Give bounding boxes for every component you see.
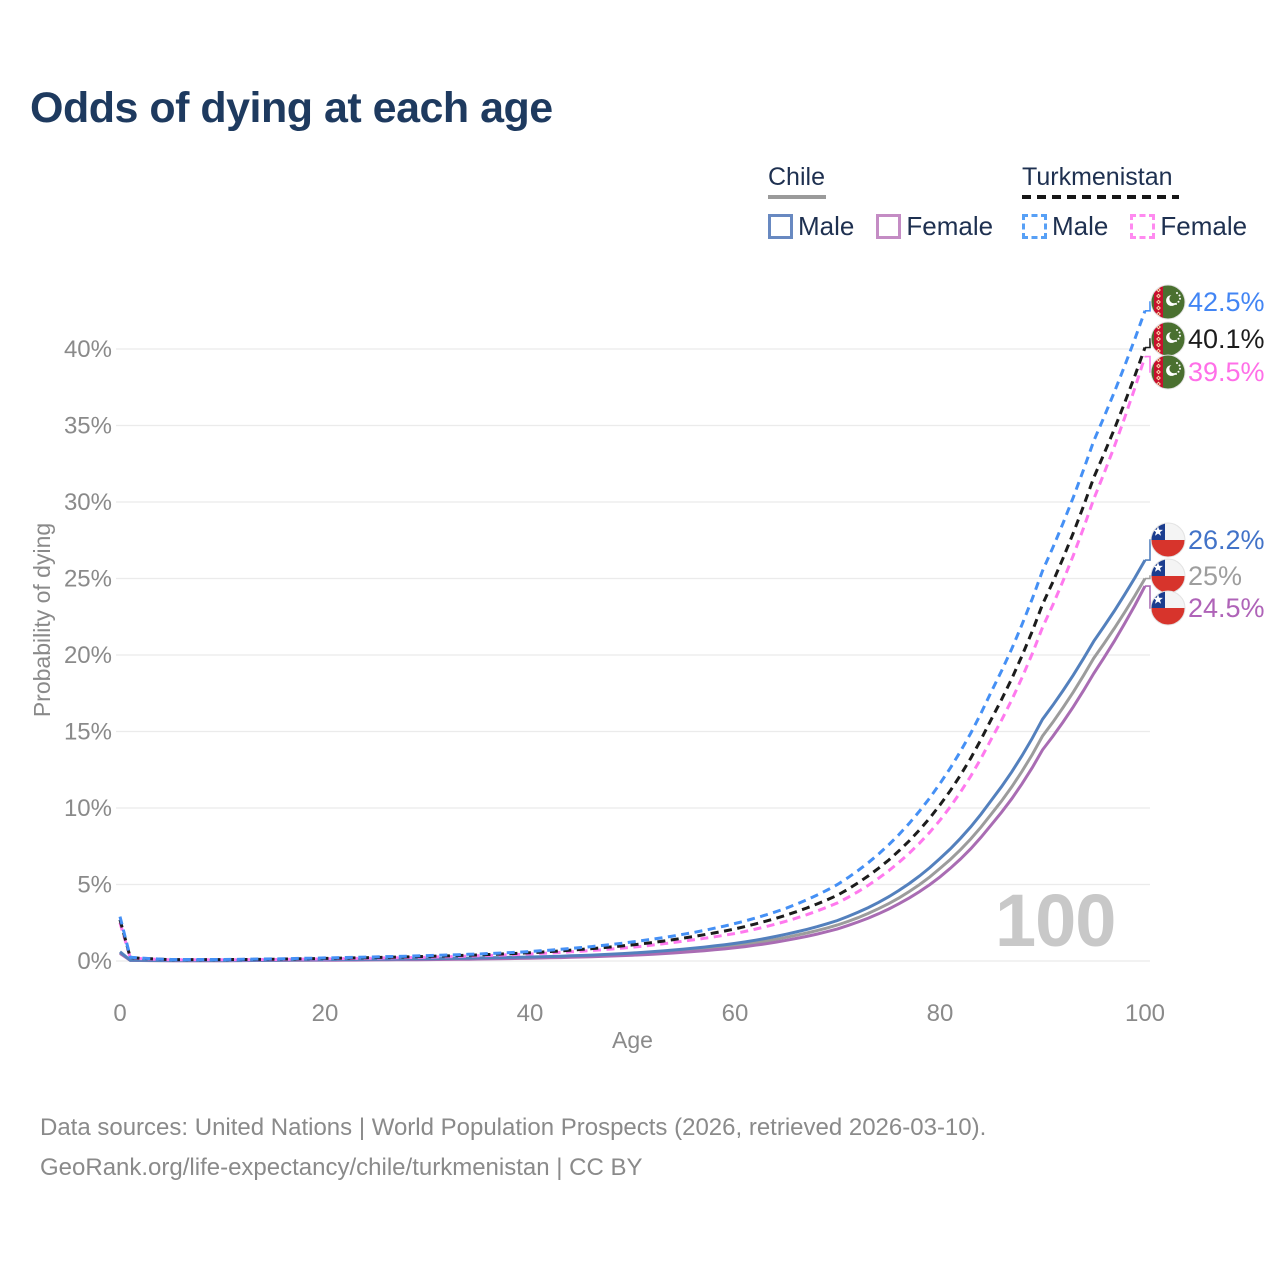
x-tick-label: 100 [1125,1000,1165,1027]
series-line-tm_male[interactable] [118,310,1147,961]
x-tick-label: 20 [312,1000,339,1027]
x-tick-label: 60 [722,1000,749,1027]
end-value-label-cl_male: 26.2% [1188,525,1265,555]
series-line-cl_male[interactable] [119,559,1147,962]
flag-icon-turkmenistan [1151,285,1185,319]
y-axis-title: Probability of dying [29,523,55,717]
y-tick-label: 5% [77,872,112,899]
x-tick-label: 0 [113,1000,126,1027]
end-value-label-tm_female: 39.5% [1188,357,1265,387]
legend-chile-line-sample [768,195,826,199]
legend-turkmenistan-female-label: Female [1160,211,1248,241]
end-value-label-tm_total: 40.1% [1188,324,1265,354]
chile-female-swatch-icon [876,214,902,239]
flag-icon-turkmenistan [1151,322,1185,356]
series-line-cl_total[interactable] [119,577,1147,963]
legend-chile-male-label: Male [798,211,855,241]
flag-icon-chile [1151,523,1185,557]
x-axis-title: Age [612,1027,653,1053]
series-line-tm_female[interactable] [118,356,1147,962]
y-tick-label: 40% [64,336,112,363]
y-tick-label: 25% [64,566,112,593]
data-sources-note: Data sources: United Nations | World Pop… [40,1108,986,1188]
y-tick-label: 20% [64,642,112,669]
data-sources-line1: Data sources: United Nations | World Pop… [40,1114,987,1141]
y-tick-label: 10% [64,795,112,822]
legend-chile-female-label: Female [906,211,994,241]
end-value-label-cl_female: 24.5% [1188,593,1265,623]
x-tick-label: 80 [927,1000,954,1027]
x-tick-label: 40 [517,1000,544,1027]
series-line-cl_female[interactable] [119,585,1147,963]
flag-ring [1150,284,1186,320]
legend-chile-title: Chile [768,163,825,191]
turkmenistan-male-swatch-icon [1022,214,1047,239]
legend-item-turkmenistan-female[interactable]: Female [1130,211,1247,242]
y-tick-label: 35% [64,413,112,440]
series-line-tm_total[interactable] [118,346,1147,962]
legend-group-chile: Chile Male Female [768,163,993,242]
y-tick-label: 15% [64,719,112,746]
legend-turkmenistan-line-sample [1022,195,1179,199]
legend-turkmenistan-male-label: Male [1052,211,1109,241]
flag-ring [1150,522,1186,558]
page-title: Odds of dying at each age [30,84,553,132]
flag-ring [1150,354,1186,390]
legend-turkmenistan-title: Turkmenistan [1022,163,1173,191]
end-value-label-tm_male: 42.5% [1188,287,1265,317]
turkmenistan-female-swatch-icon [1130,214,1156,239]
legend-item-chile-male[interactable]: Male [768,211,854,242]
end-value-label-cl_total: 25% [1188,561,1242,591]
y-tick-label: 30% [64,489,112,516]
legend-item-chile-female[interactable]: Female [876,211,993,242]
y-tick-label: 0% [77,948,112,975]
legend-item-turkmenistan-male[interactable]: Male [1022,211,1108,242]
chile-male-swatch-icon [768,214,793,239]
legend-group-turkmenistan: Turkmenistan Male Female [1022,163,1247,242]
data-sources-line2: GeoRank.org/life-expectancy/chile/turkme… [40,1154,643,1181]
flag-ring [1150,590,1186,626]
age-watermark: 100 [995,879,1116,962]
